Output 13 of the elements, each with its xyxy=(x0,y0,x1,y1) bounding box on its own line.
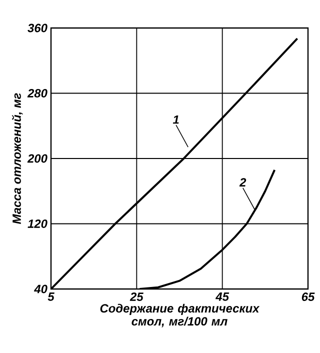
annotation: 2 xyxy=(239,178,246,186)
x-tick-label: 5 xyxy=(48,292,54,301)
x-tick-label: 45 xyxy=(215,292,230,301)
annotation: 1 xyxy=(172,115,179,124)
y-tick-label: 120 xyxy=(28,220,48,228)
y-tick-label: 360 xyxy=(28,24,48,32)
x-axis-title: Содержание фактических смол, мг/100 мл xyxy=(100,304,260,328)
x-tick-label: 65 xyxy=(302,292,315,301)
y-tick-label: 40 xyxy=(34,284,48,294)
y-tick-label: 280 xyxy=(27,89,48,98)
y-tick-label: 200 xyxy=(27,154,48,163)
y-axis-title: Масса отложений, мг xyxy=(12,93,23,224)
x-tick-label: 25 xyxy=(130,292,144,301)
